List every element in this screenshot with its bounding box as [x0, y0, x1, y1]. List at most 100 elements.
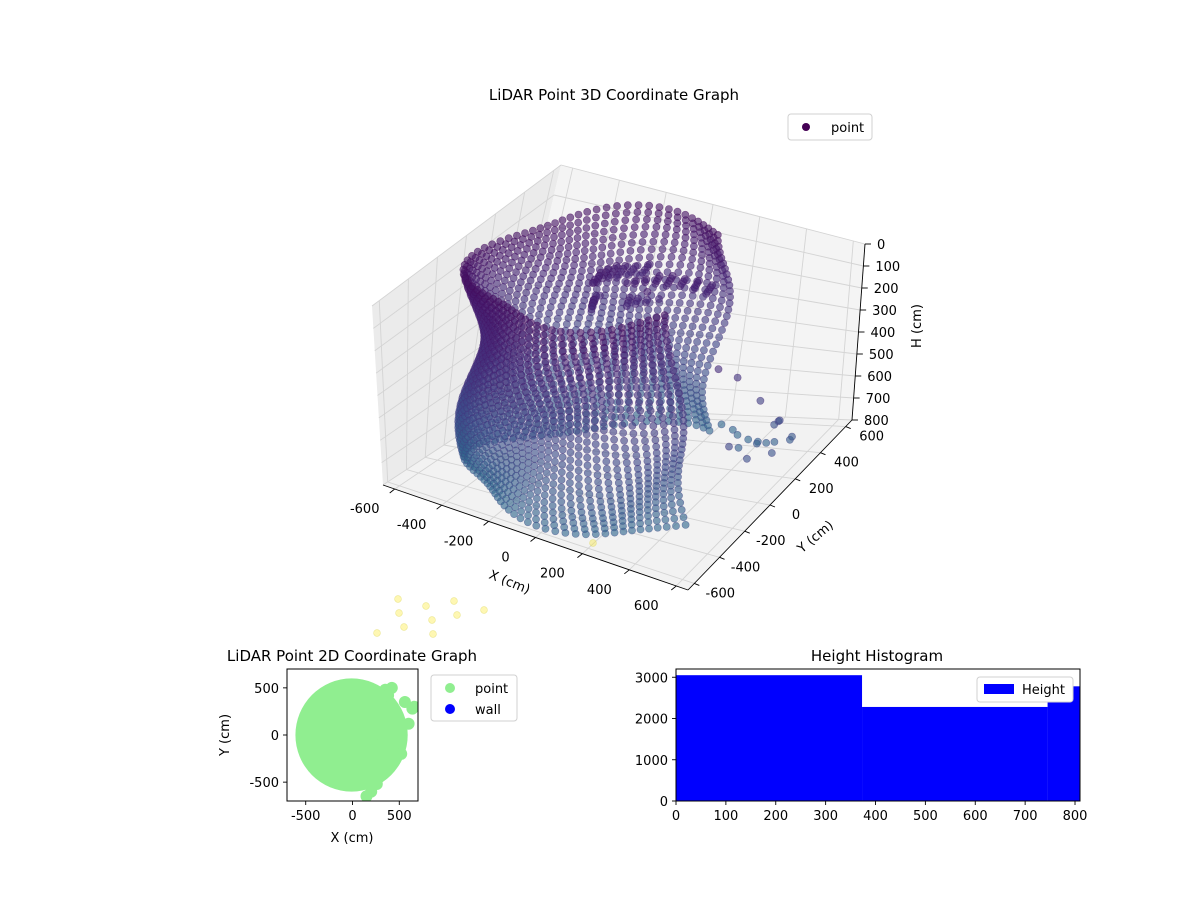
point-3d [634, 312, 643, 320]
point-3d [556, 244, 565, 253]
point-3d [531, 343, 540, 351]
x-tick-label: -600 [350, 502, 380, 517]
point-3d [549, 480, 558, 488]
point-3d [598, 243, 607, 252]
point-3d [590, 410, 599, 418]
point-2d [382, 757, 395, 770]
x-tick-label: 0 [672, 809, 680, 824]
point-3d [540, 518, 549, 527]
x-tick-label: 200 [540, 567, 565, 582]
point-3d [669, 366, 678, 375]
point-3d [625, 398, 633, 407]
point-3d [559, 431, 567, 440]
point-3d [526, 490, 535, 499]
chart-histogram-legend-swatch [984, 684, 1014, 694]
point-3d [756, 396, 765, 405]
point-3d [622, 376, 631, 385]
point-3d [653, 216, 662, 224]
x-tick-label: 100 [713, 809, 738, 824]
point-3d [550, 465, 559, 473]
point-3d [637, 414, 646, 423]
point-3d [523, 347, 532, 356]
point-3d [711, 317, 720, 326]
point-3d [573, 233, 582, 242]
point-3d-distant [450, 597, 458, 605]
point-3d [744, 435, 753, 444]
point-3d [652, 383, 661, 392]
point-3d [676, 396, 685, 405]
point-3d [672, 349, 681, 358]
point-3d [665, 205, 673, 213]
point-3d [566, 213, 575, 222]
point-3d [574, 414, 582, 423]
point-3d [610, 443, 619, 452]
y-tick-label: 1000 [635, 754, 668, 769]
x-tick-label: 600 [634, 599, 659, 614]
point-3d [700, 375, 708, 384]
point-3d [511, 297, 520, 306]
point-3d [633, 458, 642, 467]
point-3d [667, 359, 676, 367]
point-3d [574, 421, 583, 430]
chart-2d-legend: point wall [430, 674, 518, 722]
point-3d [660, 311, 669, 320]
point-3d [676, 498, 685, 507]
point-3d [548, 494, 557, 503]
grid-z-left [371, 164, 562, 307]
point-3d-distant [589, 539, 597, 547]
point-3d [607, 404, 616, 413]
point-3d [643, 457, 652, 465]
point-3d [616, 405, 625, 414]
point-3d [679, 513, 688, 522]
point-3d [517, 337, 526, 346]
point-2d [360, 790, 373, 801]
point-3d [566, 426, 575, 435]
point-3d [573, 241, 581, 250]
point-3d [615, 390, 623, 399]
point-3d-distant [422, 602, 430, 610]
point-3d [551, 436, 560, 445]
point-3d-distant [395, 609, 403, 617]
point-3d [558, 460, 567, 469]
y-tick-label: 0 [792, 508, 800, 523]
point-3d [698, 323, 707, 332]
point-3d [649, 421, 658, 430]
point-3d [558, 230, 566, 239]
chart-histogram-legend-label: Height [1022, 683, 1065, 698]
point-3d [603, 472, 612, 480]
point-3d [675, 491, 683, 500]
point-3d [537, 444, 546, 453]
point-3d [652, 313, 661, 322]
point-3d [638, 354, 646, 363]
point-3d [588, 279, 597, 287]
point-3d [692, 373, 701, 382]
point-3d [712, 340, 720, 349]
point-3d [621, 444, 629, 453]
point-3d [551, 457, 559, 466]
point-3d [622, 458, 631, 467]
point-3d [533, 494, 541, 503]
point-3d [617, 413, 626, 422]
point-3d-distant [394, 595, 402, 603]
point-3d [654, 338, 662, 347]
point-3d [571, 254, 580, 263]
point-3d [660, 427, 669, 436]
point-3d [636, 271, 644, 280]
point-3d [627, 238, 636, 247]
point-3d [686, 299, 694, 308]
point-3d [532, 508, 540, 517]
point-3d [548, 501, 557, 510]
point-3d [599, 411, 607, 420]
point-3d [540, 512, 549, 520]
point-3d [640, 429, 648, 438]
point-3d [722, 312, 731, 321]
point-3d [645, 201, 654, 210]
point-3d [667, 500, 676, 509]
chart-2d: LiDAR Point 2D Coordinate Graph -500 0 500… [218, 647, 518, 846]
point-3d [557, 334, 566, 343]
point-3d [544, 454, 552, 463]
point-3d [641, 222, 650, 231]
chart-2d-ticks: -500 0 500 -500 0 500 [249, 682, 411, 824]
point-3d [583, 207, 592, 216]
point-3d [583, 438, 591, 446]
